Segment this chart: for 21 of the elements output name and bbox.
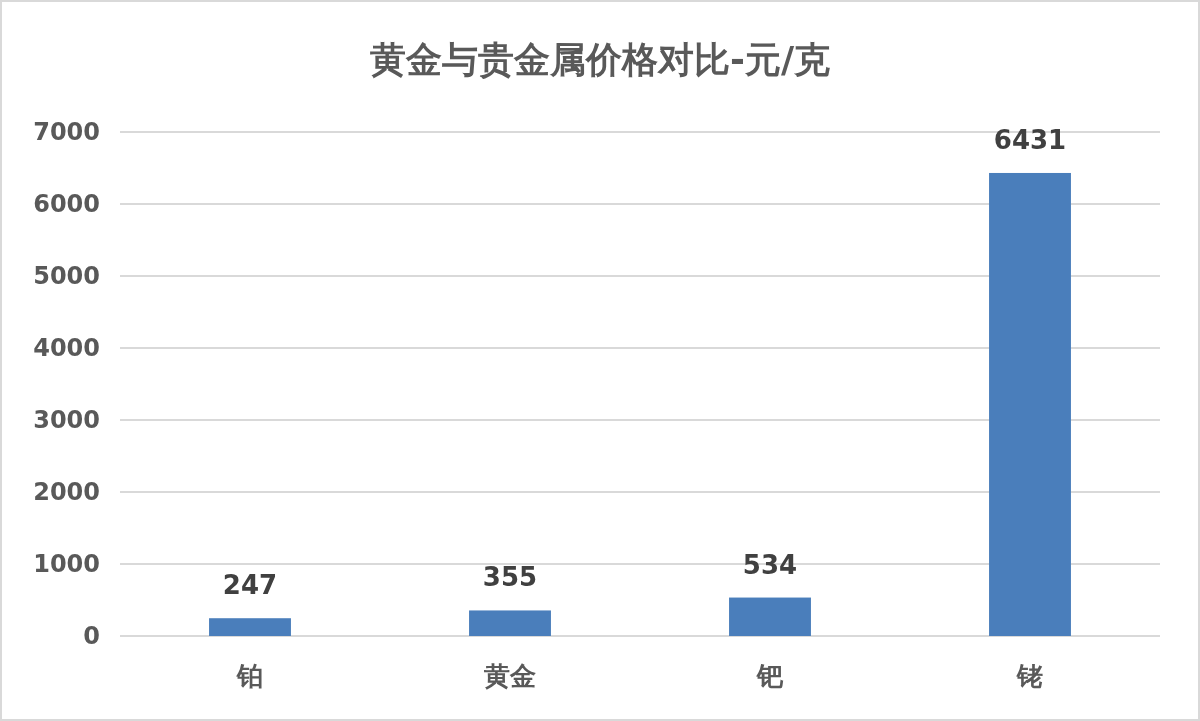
chart-title: 黄金与贵金属价格对比-元/克 xyxy=(369,39,831,80)
data-label: 355 xyxy=(482,562,538,593)
data-label: 6431 xyxy=(993,124,1067,155)
bar xyxy=(989,172,1071,636)
x-tick-label: 铂 xyxy=(236,661,263,691)
y-tick-label: 7000 xyxy=(33,118,100,147)
bar xyxy=(209,618,291,636)
y-tick-label: 2000 xyxy=(33,478,100,507)
y-tick-label: 0 xyxy=(83,622,100,651)
y-tick-label: 6000 xyxy=(33,190,100,219)
x-tick-label: 黄金 xyxy=(483,661,536,691)
bar xyxy=(729,597,811,636)
y-tick-label: 3000 xyxy=(33,406,100,435)
data-label: 534 xyxy=(742,549,798,580)
bar xyxy=(469,610,551,636)
x-tick-label: 铑 xyxy=(1016,661,1043,691)
x-tick-label: 钯 xyxy=(756,661,784,691)
data-label: 247 xyxy=(222,570,278,601)
y-tick-label: 4000 xyxy=(33,334,100,363)
y-tick-label: 5000 xyxy=(33,262,100,291)
y-tick-label: 1000 xyxy=(33,550,100,579)
